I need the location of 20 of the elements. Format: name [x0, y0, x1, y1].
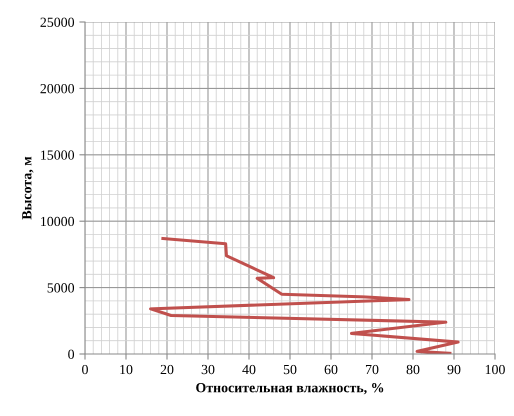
y-tick-label: 25000	[40, 18, 74, 27]
x-tick-label: 100	[486, 364, 505, 374]
x-tick-label: 50	[284, 364, 296, 374]
x-tick-label: 60	[324, 364, 338, 374]
x-tick-label: 0	[82, 364, 88, 374]
x-tick-label: 90	[448, 364, 460, 374]
x-tick-label: 10	[120, 364, 132, 374]
x-tick-label: 30	[202, 364, 214, 374]
x-tick-label: 70	[366, 364, 378, 374]
y-tick-label: 10000	[41, 216, 74, 226]
y-tick-label: 5000	[48, 283, 74, 293]
line-series	[149, 236, 460, 354]
y-axis-title: Высота, м	[22, 156, 34, 220]
x-tick-label: 20	[160, 364, 174, 374]
x-tick-label: 40	[242, 364, 256, 374]
y-tick-label: 15000	[41, 150, 74, 160]
x-axis-title: Относительная влажность, %	[196, 382, 384, 394]
x-tick-label: 80	[406, 364, 420, 374]
y-tick-label: 0	[68, 350, 74, 359]
y-tick-label: 20000	[40, 84, 74, 94]
